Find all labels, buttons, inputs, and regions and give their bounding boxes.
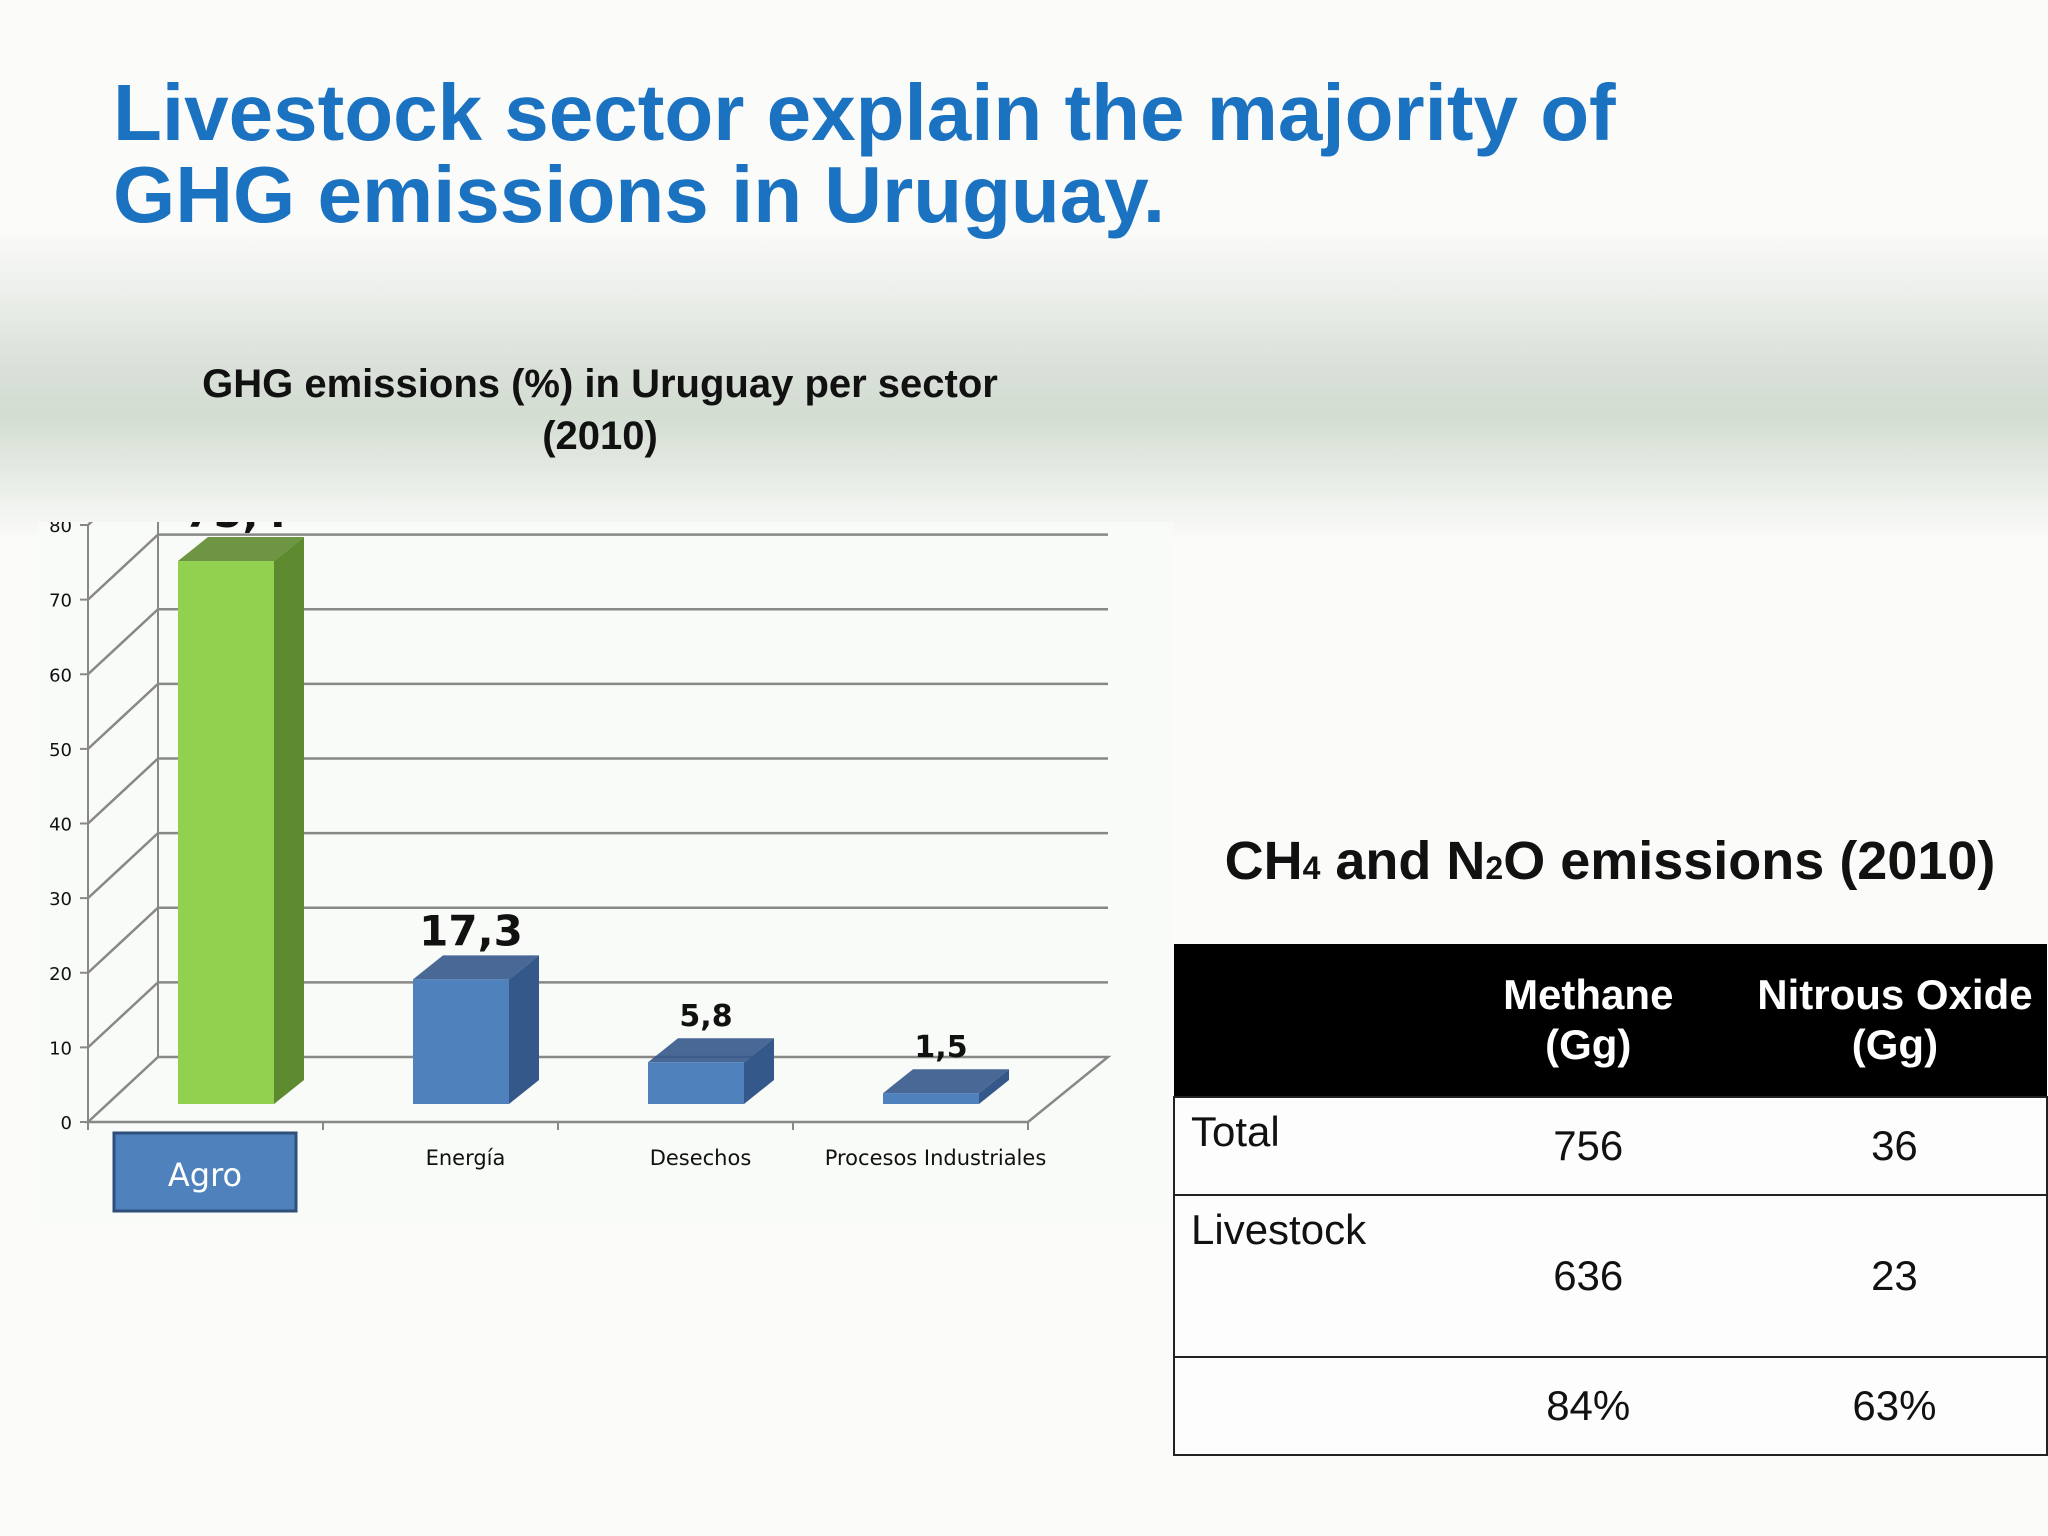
data-label: 75,4 [184, 522, 288, 537]
table-title-part: O emissions (2010) [1503, 831, 1996, 891]
cell-nitrous-oxide: 23 [1742, 1194, 2048, 1358]
y-tick-label: 80 [49, 522, 72, 537]
table-row: Total 756 36 [1173, 1096, 2048, 1196]
category-highlight-box [112, 1131, 298, 1213]
data-label: 17,3 [419, 906, 523, 955]
chart-title: GHG emissions (%) in Uruguay per sector … [100, 358, 1100, 462]
bar [648, 1062, 744, 1104]
table-row: Livestock 636 23 [1173, 1194, 2048, 1358]
bar-side [979, 1069, 1009, 1104]
table-title-subscript: 4 [1302, 850, 1321, 886]
table-header-empty [1174, 944, 1434, 1097]
table-title: CH4 and N2O emissions (2010) [1180, 830, 2040, 892]
y-tick-label: 10 [49, 1038, 72, 1059]
background-band [0, 230, 2048, 540]
header-text: Nitrous Oxide [1757, 971, 2033, 1018]
y-tick-label: 20 [49, 964, 72, 985]
table-title-part: and N [1320, 831, 1486, 891]
chart-title-line2: (2010) [542, 414, 658, 458]
table-title-part: CH [1224, 831, 1303, 891]
emissions-table: Methane (Gg) Nitrous Oxide (Gg) Total 756 … [1173, 944, 2048, 1456]
bar [413, 979, 509, 1104]
slide-title-line1: Livestock sector explain the majority of [113, 68, 1616, 157]
bar-top [883, 1069, 1009, 1094]
bar-top [413, 955, 539, 980]
x-tick-label: Energía [426, 1146, 506, 1170]
data-label: 1,5 [914, 1030, 967, 1065]
x-tick-label: Procesos Industriales [825, 1146, 1047, 1170]
table-title-subscript: 2 [1485, 850, 1504, 886]
slide-title: Livestock sector explain the majority of… [113, 72, 1813, 236]
cell-methane: 636 [1433, 1194, 1743, 1358]
y-tick-label: 50 [49, 740, 72, 761]
y-tick-label: 0 [61, 1113, 72, 1134]
y-tick-label: 70 [49, 591, 72, 612]
chart-title-line1: GHG emissions (%) in Uruguay per sector [202, 362, 998, 406]
slide-title-line2: GHG emissions in Uruguay. [113, 150, 1166, 239]
bar-side [744, 1038, 774, 1104]
table-header-row: Methane (Gg) Nitrous Oxide (Gg) [1174, 944, 2047, 1097]
bar-side [509, 955, 539, 1104]
bar-chart: 0 10 20 30 40 50 60 70 80 75,4 Agro 17,3 Energía 5,8 D… [49, 522, 1112, 1213]
cell-nitrous-oxide: 36 [1742, 1096, 2048, 1196]
bar [178, 561, 274, 1104]
header-text: Methane [1503, 971, 1674, 1018]
cell-nitrous-oxide: 63% [1742, 1356, 2048, 1456]
x-tick-label: Desechos [650, 1146, 752, 1170]
header-unit: (Gg) [1851, 1021, 1939, 1068]
y-tick-label: 30 [49, 889, 72, 910]
cell-methane: 84% [1433, 1356, 1743, 1456]
table-row: 84% 63% [1173, 1356, 2048, 1456]
y-tick-label: 40 [49, 815, 72, 836]
header-unit: (Gg) [1545, 1021, 1632, 1068]
table-header-methane: Methane (Gg) [1433, 944, 1743, 1097]
table-header-nitrous-oxide: Nitrous Oxide (Gg) [1742, 944, 2047, 1097]
x-tick-label: Agro [168, 1156, 242, 1194]
bar [883, 1093, 979, 1104]
row-label [1173, 1356, 1434, 1456]
row-label: Livestock [1173, 1194, 1434, 1358]
bar-top [178, 537, 304, 562]
row-label: Total [1173, 1096, 1434, 1196]
bar-top [648, 1038, 774, 1063]
y-tick-label: 60 [49, 665, 72, 686]
bar-side [274, 537, 304, 1104]
data-label: 5,8 [679, 999, 732, 1034]
cell-methane: 756 [1433, 1096, 1743, 1196]
chart-panel: 0 10 20 30 40 50 60 70 80 75,4 Agro 17,3 Energía 5,8 D… [38, 522, 1173, 1227]
